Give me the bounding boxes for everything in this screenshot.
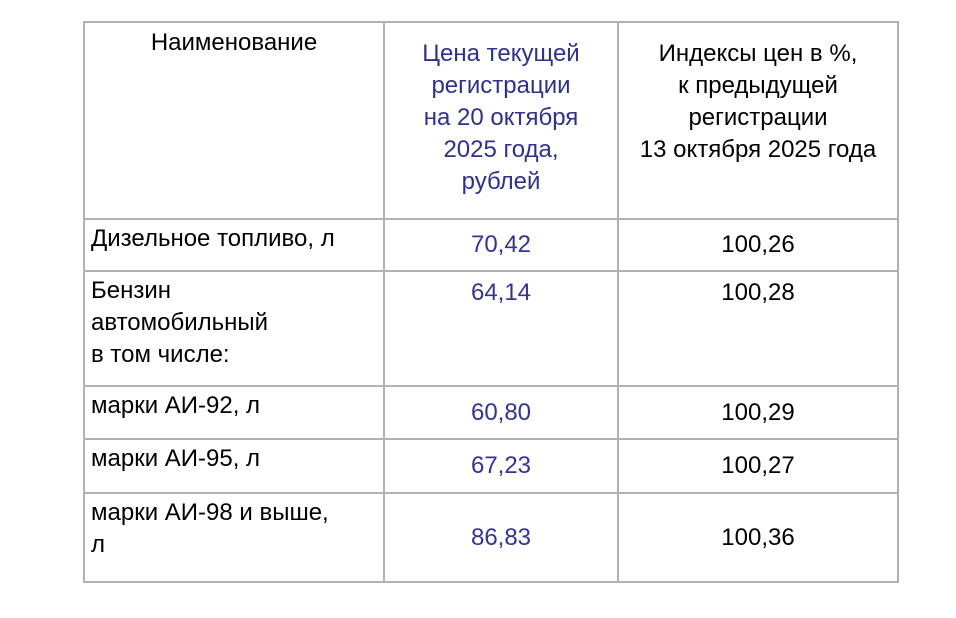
row-price-cell: 60,80	[383, 385, 619, 440]
header-index-column: Индексы цен в %, к предыдущей регистраци…	[617, 21, 899, 220]
row-index-cell: 100,29	[617, 385, 899, 440]
header-name-column: Наименование	[83, 21, 385, 220]
header-price-column: Цена текущей регистрации на 20 октября 2…	[383, 21, 619, 220]
row-index-cell: 100,26	[617, 218, 899, 272]
table-row-ai98: марки АИ-98 и выше, л 86,83 100,36	[83, 492, 899, 583]
table-row-diesel: Дизельное топливо, л 70,42 100,26	[83, 218, 899, 272]
row-index-cell: 100,36	[617, 492, 899, 583]
table-header-row: Наименование Цена текущей регистрации на…	[83, 21, 899, 220]
fuel-price-table: Наименование Цена текущей регистрации на…	[83, 21, 899, 583]
row-index-cell: 100,28	[617, 270, 899, 387]
table-row-benzin: Бензин автомобильный в том числе: 64,14 …	[83, 270, 899, 387]
row-name-cell: марки АИ-95, л	[83, 438, 385, 494]
row-price-cell: 64,14	[383, 270, 619, 387]
row-name-cell: марки АИ-98 и выше, л	[83, 492, 385, 583]
row-name-cell: Бензин автомобильный в том числе:	[83, 270, 385, 387]
row-name-cell: марки АИ-92, л	[83, 385, 385, 440]
row-name-cell: Дизельное топливо, л	[83, 218, 385, 272]
table-row-ai92: марки АИ-92, л 60,80 100,29	[83, 385, 899, 440]
row-price-cell: 86,83	[383, 492, 619, 583]
row-price-cell: 70,42	[383, 218, 619, 272]
row-index-cell: 100,27	[617, 438, 899, 494]
row-price-cell: 67,23	[383, 438, 619, 494]
table-row-ai95: марки АИ-95, л 67,23 100,27	[83, 438, 899, 494]
